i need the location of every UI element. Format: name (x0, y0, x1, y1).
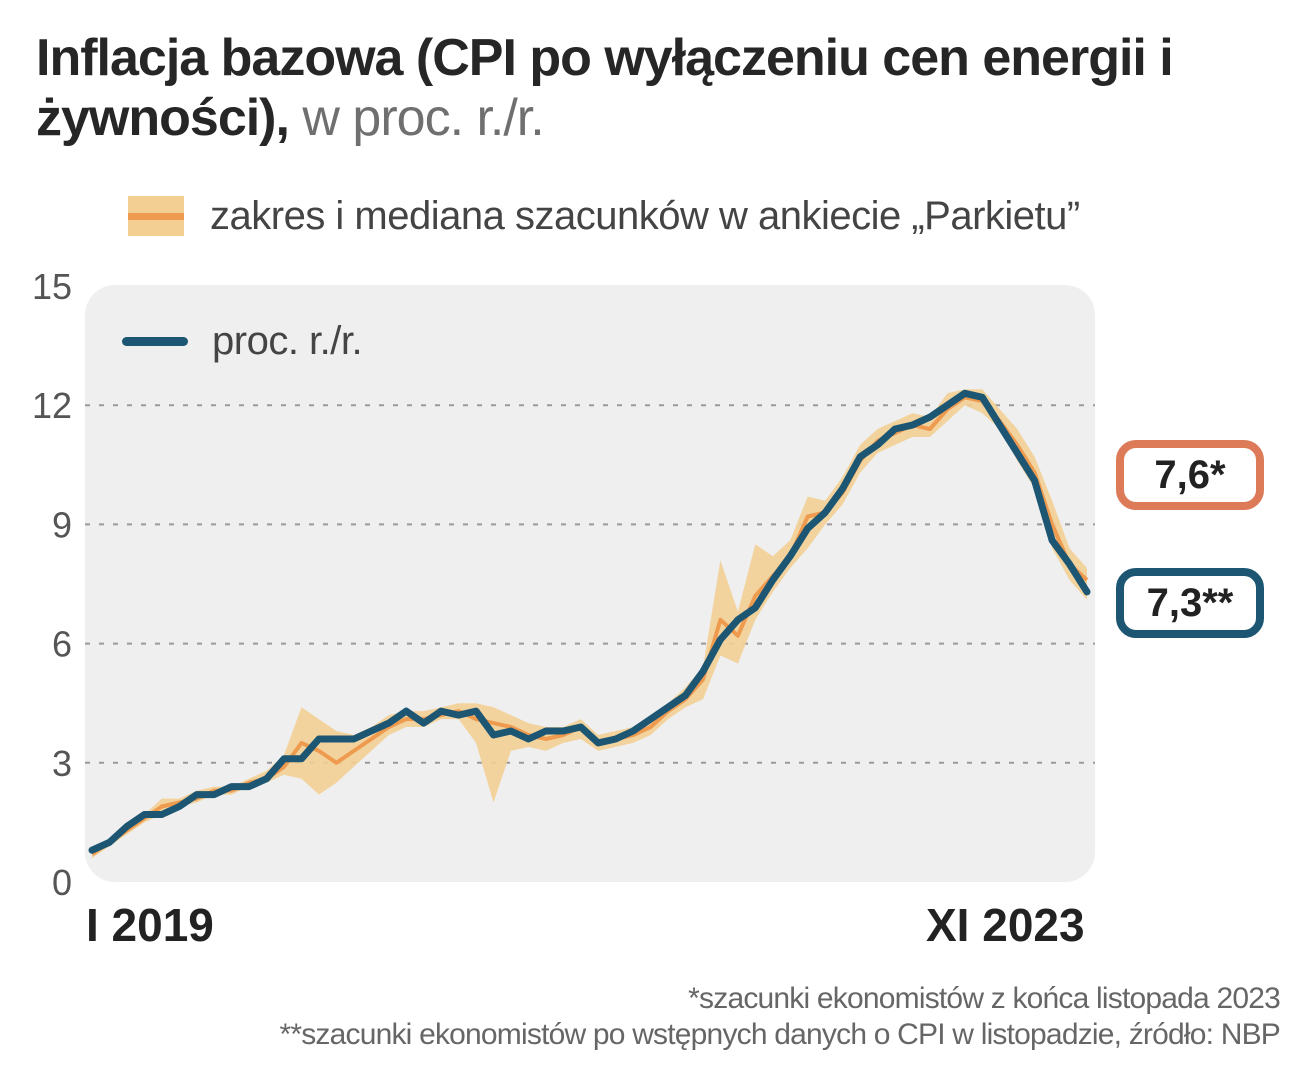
y-tick-label: 9 (52, 504, 72, 545)
plot-area (85, 285, 1095, 882)
actual-value-badge: 7,3** (1116, 568, 1264, 638)
y-tick-label: 6 (52, 624, 72, 665)
line-swatch-icon (122, 336, 188, 346)
range-swatch-icon (128, 196, 184, 236)
legend-range-item: zakres i mediana szacunków w ankiecie „P… (128, 188, 1080, 244)
legend-line-item: proc. r./r. (122, 316, 363, 366)
footnote-source: **szacunki ekonomistów po wstępnych dany… (279, 1018, 1280, 1051)
y-tick-labels: 0 3 6 9 12 15 (32, 266, 72, 903)
chart-title: Inflacja bazowa (CPI po wyłączeniu cen e… (36, 28, 1276, 148)
core-inflation-line (88, 389, 1091, 854)
estimate-value-badge: 7,6* (1116, 440, 1264, 510)
y-tick-label: 12 (32, 385, 72, 426)
y-tick-label: 3 (52, 743, 72, 784)
footnote-estimates: *szacunki ekonomistów z końca listopada … (688, 982, 1281, 1015)
x-axis-end-label: XI 2023 (926, 899, 1085, 951)
y-tick-label: 15 (32, 266, 72, 307)
y-tick-label: 0 (52, 862, 72, 903)
title-unit: w proc. r./r. (302, 89, 544, 147)
title-main: Inflacja bazowa (CPI po wyłączeniu cen e… (36, 29, 1174, 147)
x-axis-start-label: I 2019 (86, 899, 214, 951)
grid-lines (85, 404, 1095, 764)
legend-range-label: zakres i mediana szacunków w ankiecie „P… (210, 193, 1080, 238)
legend-line-label: proc. r./r. (212, 318, 363, 363)
